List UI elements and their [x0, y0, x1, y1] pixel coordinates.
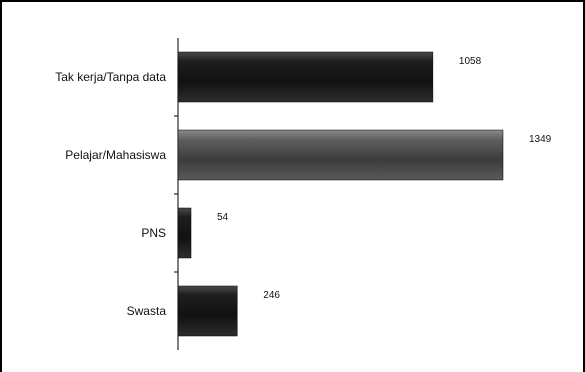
bar-swasta: [177, 285, 238, 337]
category-label: Pelajar/Mahasiswa: [65, 148, 166, 162]
data-label: 1349: [529, 134, 552, 145]
data-label: 54: [217, 212, 229, 223]
category-label: PNS: [141, 226, 166, 240]
category-label: Tak kerja/Tanpa data: [55, 70, 166, 84]
bar-pelajar-mahasiswa: [177, 129, 504, 181]
bar-tak-kerja-tanpa-data: [177, 51, 434, 103]
plot-area: Tak kerja/Tanpa data 1058 Pelajar/Mahasisw…: [55, 38, 552, 350]
bar-pns: [177, 207, 192, 259]
data-label: 1058: [459, 56, 482, 67]
data-label: 246: [263, 290, 280, 301]
category-label: Swasta: [127, 304, 167, 318]
